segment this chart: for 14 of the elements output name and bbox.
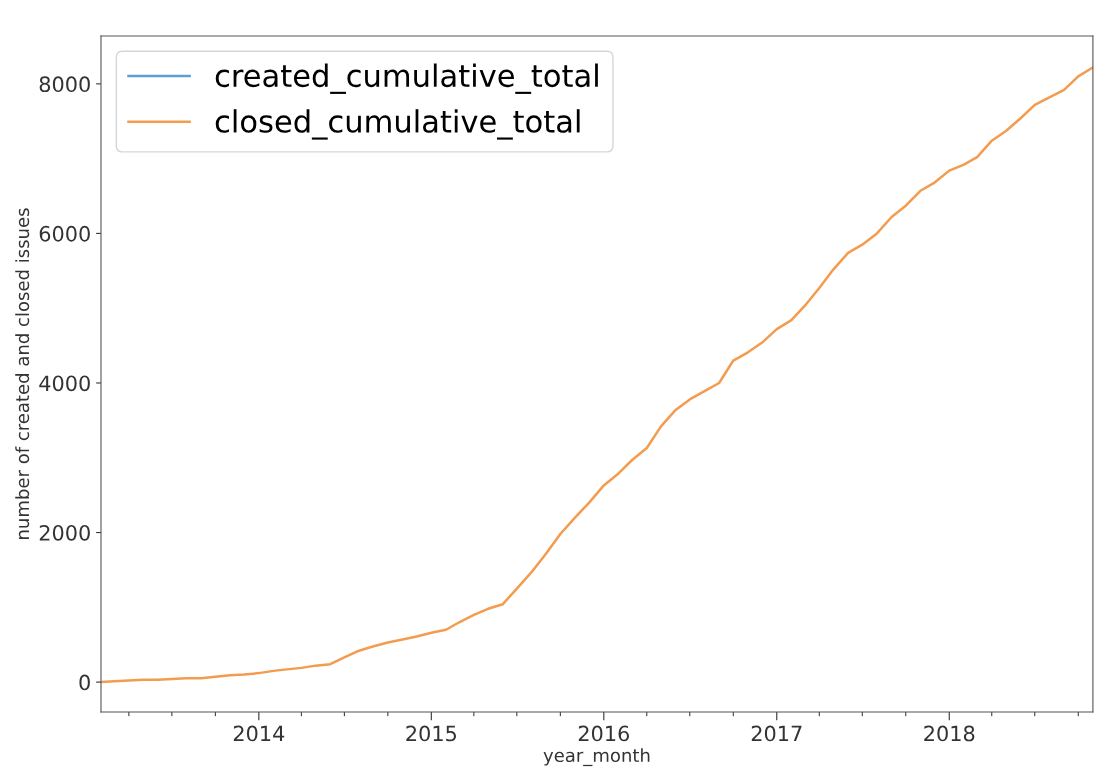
x-tick-label: 2017: [751, 725, 802, 742]
x-tick-label: 2016: [578, 725, 629, 742]
y-tick-label: 6000: [39, 225, 90, 242]
y-tick-label: 4000: [39, 375, 90, 392]
x-tick-label: 2014: [233, 725, 285, 742]
legend-label: closed_cumulative_total: [215, 109, 580, 140]
x-tick-label: 2018: [924, 725, 975, 742]
y-tick-label: 0: [79, 674, 90, 691]
x-tick-label: 2015: [406, 725, 457, 742]
y-tick-label: 2000: [39, 524, 90, 541]
y-tick-label: 8000: [39, 76, 90, 93]
legend-label: created_cumulative_total: [215, 63, 598, 94]
x-axis-title: year_month: [543, 748, 650, 767]
y-axis-title: number of created and closed issues: [15, 208, 30, 539]
